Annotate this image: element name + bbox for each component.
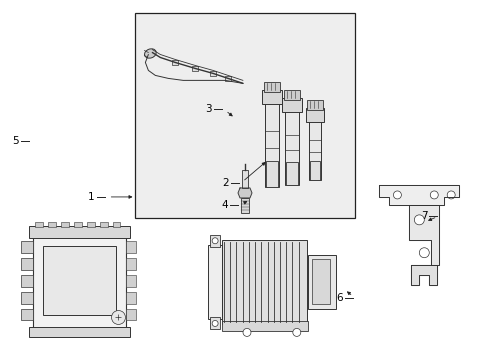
Polygon shape <box>410 265 436 285</box>
Bar <box>29 328 130 337</box>
Bar <box>172 60 178 66</box>
Bar <box>241 198 248 213</box>
Bar <box>311 259 329 303</box>
Bar <box>224 76 230 81</box>
Bar <box>126 309 136 320</box>
Text: 5: 5 <box>12 136 19 146</box>
Bar <box>86 222 94 227</box>
Bar <box>126 258 136 270</box>
Bar <box>264 100 278 187</box>
Bar <box>262 90 281 104</box>
Bar <box>222 240 306 324</box>
Bar <box>208 245 222 319</box>
Text: 3: 3 <box>205 104 212 114</box>
Text: 2: 2 <box>222 178 228 188</box>
Bar <box>48 222 56 227</box>
Ellipse shape <box>144 49 156 58</box>
Bar <box>210 318 220 329</box>
Circle shape <box>212 320 218 327</box>
Bar <box>307 255 335 310</box>
Bar <box>61 222 68 227</box>
Bar <box>126 292 136 303</box>
Text: 4: 4 <box>221 200 227 210</box>
Bar <box>21 275 33 287</box>
Bar <box>210 235 220 247</box>
Bar <box>112 222 120 227</box>
Bar <box>308 118 320 180</box>
Bar <box>210 71 216 76</box>
Bar <box>29 226 130 238</box>
Circle shape <box>393 191 401 199</box>
Bar <box>126 241 136 253</box>
Bar <box>283 90 299 100</box>
Bar <box>285 162 297 185</box>
Bar <box>192 67 198 71</box>
Bar <box>35 222 42 227</box>
Circle shape <box>413 215 424 225</box>
Bar <box>305 108 323 122</box>
Bar <box>21 258 33 270</box>
Circle shape <box>212 238 218 244</box>
Circle shape <box>447 191 454 199</box>
Text: 6: 6 <box>335 293 342 302</box>
Circle shape <box>429 191 437 199</box>
Circle shape <box>292 328 300 336</box>
Bar <box>21 241 33 253</box>
Polygon shape <box>408 205 438 265</box>
Bar <box>100 222 107 227</box>
Text: 1: 1 <box>88 192 94 202</box>
Bar <box>126 275 136 287</box>
Circle shape <box>243 328 250 336</box>
Bar <box>242 170 247 188</box>
Circle shape <box>111 310 125 324</box>
Bar <box>309 162 319 180</box>
Bar <box>135 13 354 218</box>
Bar <box>21 309 33 320</box>
Bar <box>281 98 301 112</box>
Polygon shape <box>379 185 458 205</box>
Circle shape <box>419 248 428 258</box>
Bar <box>33 234 126 336</box>
Bar <box>306 100 322 110</box>
Bar <box>222 321 307 332</box>
Bar <box>21 292 33 303</box>
Polygon shape <box>238 188 251 198</box>
Text: 7: 7 <box>420 211 427 221</box>
Bar <box>265 161 277 187</box>
Bar <box>285 108 298 185</box>
Bar <box>42 246 116 315</box>
Bar <box>74 222 81 227</box>
Bar <box>264 82 279 92</box>
